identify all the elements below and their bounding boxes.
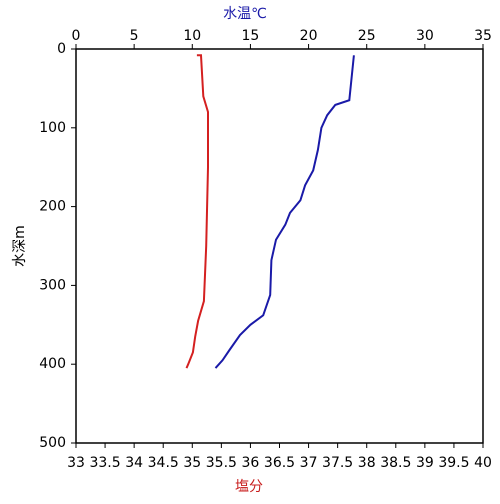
x-top-tick-label: 20: [300, 28, 318, 44]
x-bottom-tick-label: 37: [300, 455, 318, 471]
x-bottom-label: 塩分: [235, 479, 263, 495]
x-bottom-tick-label: 39: [416, 455, 434, 471]
x-bottom-tick-label: 34: [125, 455, 143, 471]
y-tick-label: 500: [39, 435, 66, 451]
x-bottom-tick-label: 40: [474, 455, 492, 471]
y-tick-label: 0: [57, 41, 66, 57]
x-bottom-tick-label: 39.5: [438, 455, 469, 471]
x-bottom-tick-label: 36.5: [264, 455, 295, 471]
x-top-tick-label: 0: [72, 28, 81, 44]
y-tick-label: 100: [39, 120, 66, 136]
x-bottom-tick-label: 35: [183, 455, 201, 471]
x-bottom-tick-label: 36: [242, 455, 260, 471]
x-bottom-tick-label: 33: [67, 455, 85, 471]
profile-line: [214, 55, 355, 369]
y-label: 水深m: [12, 225, 28, 267]
x-top-tick-label: 35: [474, 28, 492, 44]
profile-line: [185, 54, 209, 369]
x-bottom-tick-label: 35.5: [206, 455, 237, 471]
x-top-tick-label: 15: [242, 28, 260, 44]
y-tick-label: 400: [39, 356, 66, 372]
x-bottom-tick-label: 38.5: [380, 455, 411, 471]
x-top-tick-label: 10: [183, 28, 201, 44]
y-tick-label: 300: [39, 277, 66, 293]
x-bottom-tick-label: 37.5: [322, 455, 353, 471]
x-top-tick-label: 25: [358, 28, 376, 44]
y-tick-label: 200: [39, 199, 66, 215]
plot-frame: [75, 48, 484, 444]
x-bottom-tick-label: 34.5: [148, 455, 179, 471]
x-top-tick-label: 5: [130, 28, 139, 44]
x-bottom-tick-label: 38: [358, 455, 376, 471]
x-bottom-tick-label: 33.5: [89, 455, 120, 471]
x-top-tick-label: 30: [416, 28, 434, 44]
x-top-label: 水温℃: [223, 6, 267, 22]
